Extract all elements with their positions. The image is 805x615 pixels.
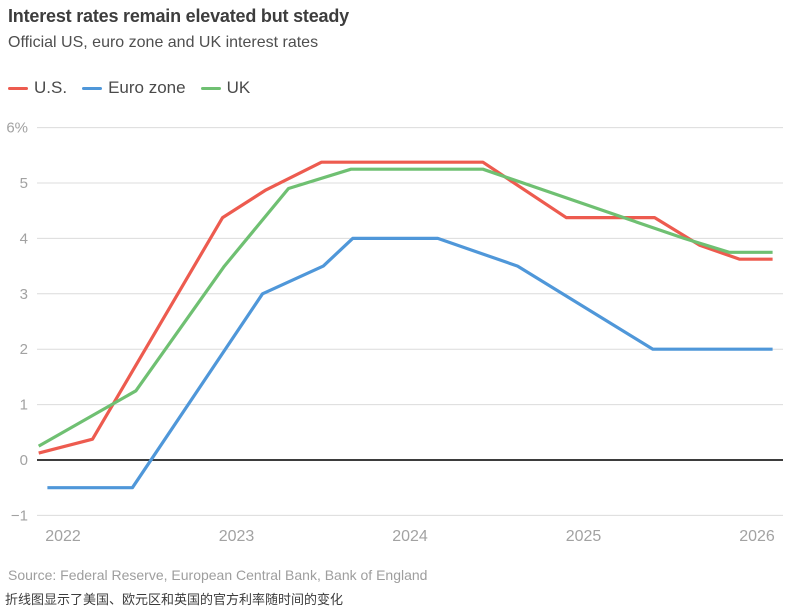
y-tick-label-3: 3 [20, 286, 28, 303]
legend-item-us[interactable]: U.S. [8, 78, 67, 98]
x-tick-label-2022: 2022 [45, 528, 81, 545]
source-note: Source: Federal Reserve, European Centra… [8, 567, 428, 583]
y-tick-label--1: −1 [11, 507, 28, 524]
legend-label-uk: UK [226, 78, 251, 97]
legend-label-euro-zone: Euro zone [108, 78, 186, 97]
legend-item-uk[interactable]: UK [200, 78, 251, 98]
y-tick-label-4: 4 [20, 230, 28, 247]
caption-alt-text: 折线图显示了美国、欧元区和英国的官方利率随时间的变化 [5, 592, 344, 607]
legend-label-us: U.S. [34, 78, 68, 97]
series-line-us [38, 160, 773, 455]
chart-title: Interest rates remain elevated but stead… [8, 6, 349, 26]
series-line-euro-zone [47, 236, 773, 490]
chart-subtitle: Official US, euro zone and UK interest r… [8, 34, 319, 51]
x-tick-label-2026: 2026 [739, 528, 775, 545]
legend-item-euro-zone[interactable]: Euro zone [82, 78, 186, 98]
legend-swatch-uk [200, 86, 221, 90]
y-tick-label-5: 5 [20, 175, 28, 192]
series-line-uk [37, 167, 773, 448]
legend-swatch-us [8, 86, 28, 90]
y-tick-label-0: 0 [20, 452, 28, 469]
x-tick-label-2023: 2023 [219, 528, 255, 545]
x-tick-label-2024: 2024 [392, 528, 428, 545]
y-tick-label-1: 1 [20, 397, 28, 414]
y-tick-label-2: 2 [20, 341, 28, 358]
legend: U.S. Euro zone UK [8, 78, 250, 98]
y-tick-label-6: 6% [6, 120, 28, 137]
legend-swatch-euro-zone [82, 86, 103, 90]
x-tick-label-2025: 2025 [566, 528, 602, 545]
